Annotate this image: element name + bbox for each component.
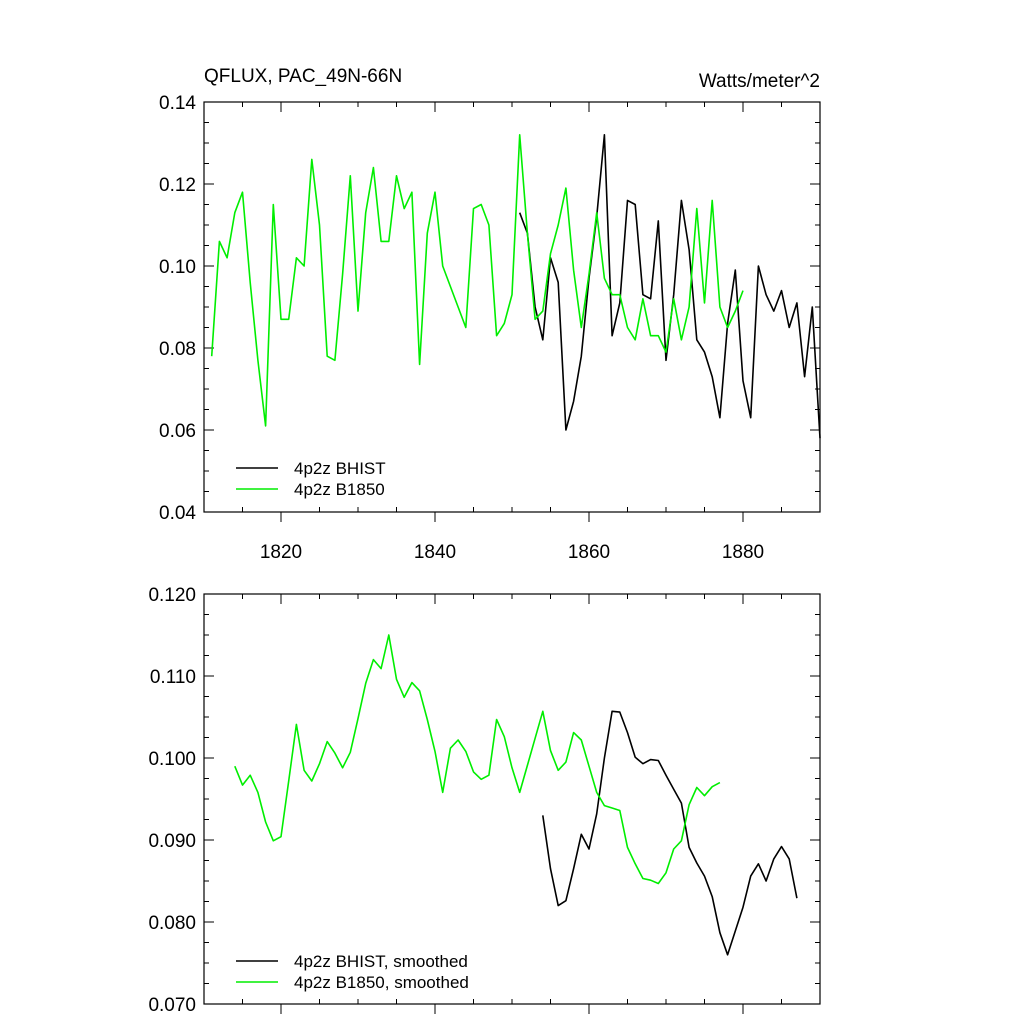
y-tick-label: 0.120 bbox=[148, 585, 196, 606]
top-panel-title: QFLUX, PAC_49N-66N bbox=[204, 66, 402, 87]
bottom-panel-series bbox=[234, 634, 798, 956]
x-tick-label: 1820 bbox=[260, 542, 302, 563]
bottom-panel-ticks: 0.070 0.080 0.090 0.100 0.110 0.120 bbox=[148, 585, 820, 1016]
x-tick-label: 1840 bbox=[414, 542, 456, 563]
top-panel-units-label: Watts/meter^2 bbox=[699, 71, 820, 92]
x-tick-label: 1860 bbox=[568, 542, 610, 563]
y-tick-label: 0.090 bbox=[148, 831, 196, 852]
top-panel-plot-frame bbox=[203, 101, 821, 513]
top-panel-series bbox=[210, 134, 821, 439]
y-tick-label: 0.06 bbox=[159, 421, 196, 442]
legend-label-b1850-smoothed: 4p2z B1850, smoothed bbox=[294, 973, 469, 992]
series-line-b1850 bbox=[234, 634, 721, 885]
y-tick-label: 0.070 bbox=[148, 995, 196, 1016]
y-tick-label: 0.100 bbox=[148, 749, 196, 770]
series-line-bhist bbox=[542, 710, 798, 956]
y-tick-label: 0.08 bbox=[159, 339, 196, 360]
legend-label-bhist-smoothed: 4p2z BHIST, smoothed bbox=[294, 952, 468, 971]
x-tick-label: 1880 bbox=[722, 542, 764, 563]
y-tick-label: 0.04 bbox=[159, 503, 196, 524]
series-line-b1850 bbox=[210, 134, 744, 427]
top-panel-legend: 4p2z BHIST 4p2z B1850 bbox=[236, 459, 386, 499]
legend-label-bhist: 4p2z BHIST bbox=[294, 459, 386, 478]
bottom-panel-legend: 4p2z BHIST, smoothed 4p2z B1850, smoothe… bbox=[236, 952, 469, 992]
y-tick-label: 0.14 bbox=[159, 93, 196, 114]
y-tick-label: 0.12 bbox=[159, 175, 196, 196]
y-tick-label: 0.110 bbox=[150, 667, 196, 688]
y-tick-label: 0.080 bbox=[148, 913, 196, 934]
top-panel: QFLUX, PAC_49N-66N Watts/meter^2 0.040.0… bbox=[159, 66, 821, 563]
bottom-panel-plot-frame bbox=[203, 593, 821, 1005]
bottom-panel: 0.070 0.080 0.090 0.100 0.110 0.120 4p2z BHIS… bbox=[148, 585, 821, 1016]
top-panel-ticks: 0.04 0.06 0.08 0.10 0.12 0.14 1820 1840 1860 1880 bbox=[159, 93, 820, 563]
legend-label-b1850: 4p2z B1850 bbox=[294, 480, 385, 499]
series-line-bhist bbox=[518, 134, 821, 439]
y-tick-label: 0.10 bbox=[159, 257, 196, 278]
